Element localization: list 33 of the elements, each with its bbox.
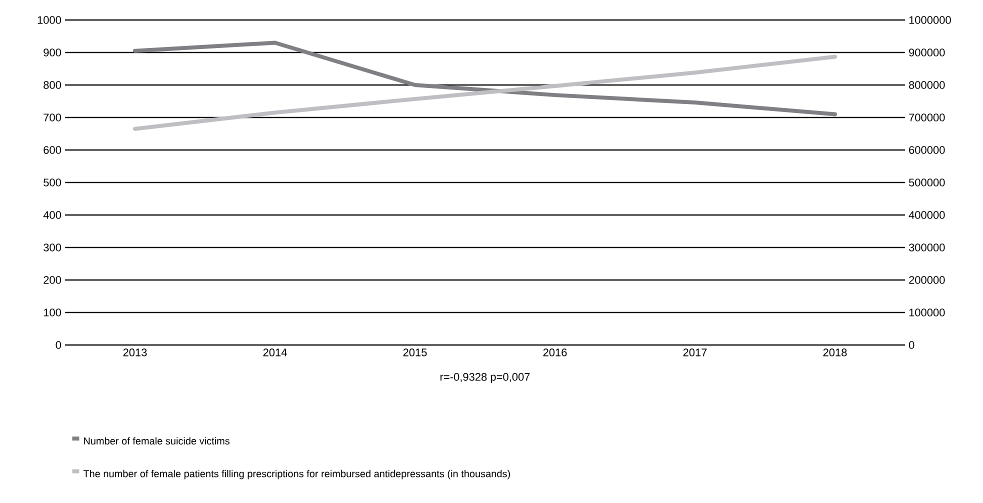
x-tick-label: 2013 bbox=[123, 348, 147, 356]
y2-tick-label: 300000 bbox=[908, 244, 945, 252]
x-tick-label: 2016 bbox=[543, 348, 567, 356]
y-tick-label: 800 bbox=[44, 81, 62, 89]
y2-tick-label: 200000 bbox=[909, 276, 945, 284]
x-tick-label: 2015 bbox=[403, 348, 427, 356]
y2-tick-label: 1000000 bbox=[909, 16, 951, 24]
y-tick-label: 100 bbox=[44, 308, 62, 316]
y2-tick-label: 800000 bbox=[909, 81, 945, 89]
x-tick-label: 2018 bbox=[823, 348, 847, 356]
y-tick-label: 700 bbox=[44, 114, 62, 122]
y-tick-label: 1000 bbox=[38, 16, 62, 24]
y-tick-label: 400 bbox=[43, 211, 62, 219]
y2-tick-label: 600000 bbox=[909, 146, 945, 154]
y-tick-label: 0 bbox=[56, 341, 62, 349]
y2-tick-label: 900000 bbox=[909, 48, 945, 56]
y2-tick-label: 0 bbox=[908, 341, 914, 349]
y2-tick-label: 500000 bbox=[908, 178, 945, 186]
y2-tick-label: 700000 bbox=[909, 114, 945, 122]
x-tick-label: 2017 bbox=[683, 348, 707, 356]
line-series bbox=[133, 40, 837, 116]
legend-label: Number of female suicide victims bbox=[84, 437, 230, 445]
legend-label: The number of female patients filling prescriptions for reimbursed antidepressants (in thousands) bbox=[83, 470, 510, 480]
text: r=-0,9328 p=0,007 bbox=[440, 373, 530, 383]
y-tick-label: 600 bbox=[44, 146, 62, 154]
y-tick-label: 300 bbox=[44, 244, 62, 252]
y-tick-label: 500 bbox=[44, 178, 62, 186]
line-series bbox=[133, 54, 837, 131]
y-tick-label: 900 bbox=[44, 48, 62, 56]
y2-tick-label: 100000 bbox=[909, 308, 945, 316]
y-tick-label: 200 bbox=[44, 276, 62, 284]
y2-tick-label: 400000 bbox=[908, 211, 945, 219]
x-tick-label: 2014 bbox=[263, 348, 287, 356]
